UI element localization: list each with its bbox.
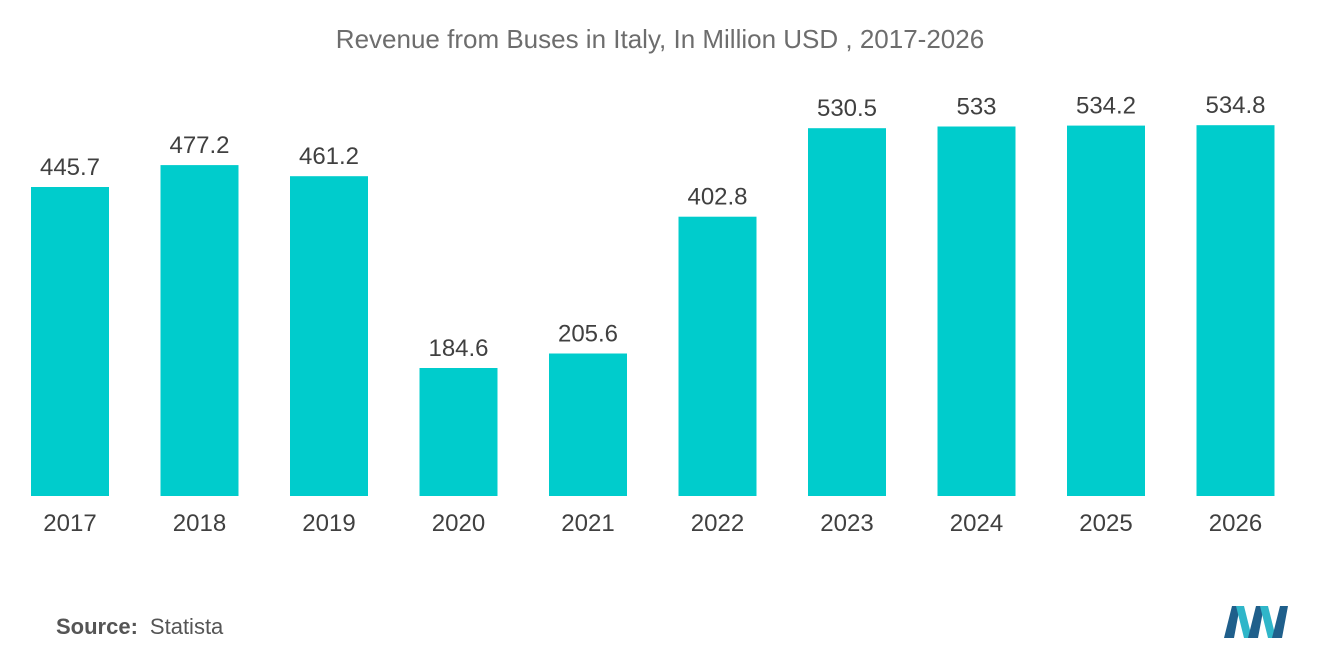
bar-2024 [937, 126, 1016, 496]
x-tick-label-2018: 2018 [173, 510, 226, 537]
value-label-2024: 533 [956, 94, 996, 121]
value-label-2025: 534.2 [1076, 93, 1136, 120]
bar-2018 [160, 165, 239, 496]
value-label-2023: 530.5 [817, 95, 877, 122]
value-label-2022: 402.8 [687, 184, 747, 211]
x-tick-label-2020: 2020 [432, 510, 485, 537]
bar-2019 [290, 176, 368, 496]
bar-2017 [31, 187, 109, 496]
value-labels-group: 445.7 477.2 461.2 184.6 205.6 402.8 530.5 533 53… [40, 92, 1266, 362]
chart-title: Revenue from Buses in Italy, In Million … [335, 24, 985, 54]
source-value: Statista [149, 614, 224, 639]
value-label-2020: 184.6 [428, 335, 488, 362]
bar-2023 [808, 128, 886, 496]
bar-2022 [678, 216, 757, 496]
source-line: Source: Statista [56, 614, 223, 640]
bar-2026 [1196, 125, 1275, 496]
x-tick-label-2023: 2023 [820, 510, 873, 537]
value-label-2026: 534.8 [1205, 92, 1265, 119]
bar-2025 [1067, 125, 1145, 496]
bar-2020 [419, 368, 498, 496]
x-tick-label-2021: 2021 [561, 510, 614, 537]
value-label-2017: 445.7 [40, 154, 100, 181]
x-tick-label-2017: 2017 [43, 510, 96, 537]
x-tick-label-2024: 2024 [950, 510, 1003, 537]
value-label-2018: 477.2 [169, 132, 229, 159]
source-label: Source: [56, 614, 138, 639]
x-tick-label-2022: 2022 [691, 510, 744, 537]
bars-group [31, 125, 1275, 496]
x-tick-label-2019: 2019 [302, 510, 355, 537]
bar-chart: 445.7 477.2 461.2 184.6 205.6 402.8 530.5 533 53… [31, 92, 1275, 537]
value-label-2021: 205.6 [558, 321, 618, 348]
x-tick-label-2026: 2026 [1209, 510, 1262, 537]
bar-2021 [549, 353, 627, 496]
x-axis: 2017 2018 2019 2020 2021 2022 2023 2024 2025 2026 [43, 510, 1262, 537]
value-label-2019: 461.2 [299, 143, 359, 170]
mordor-intelligence-logo-icon [1224, 606, 1288, 638]
x-tick-label-2025: 2025 [1079, 510, 1132, 537]
